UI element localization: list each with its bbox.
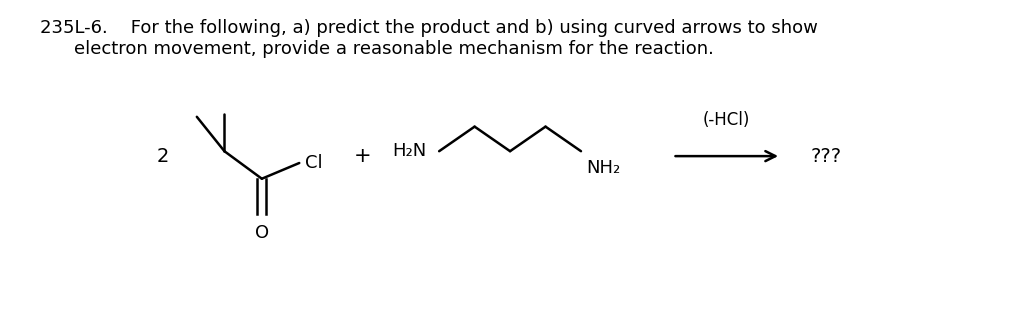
Text: Cl: Cl — [306, 154, 323, 172]
Text: NH₂: NH₂ — [586, 159, 620, 177]
Text: (-HCl): (-HCl) — [703, 111, 750, 128]
Text: 2: 2 — [156, 147, 169, 166]
Text: electron movement, provide a reasonable mechanism for the reaction.: electron movement, provide a reasonable … — [74, 40, 713, 58]
Text: +: + — [354, 146, 371, 166]
Text: 235L-6.    For the following, a) predict the product and b) using curved arrows : 235L-6. For the following, a) predict th… — [40, 19, 818, 37]
Text: O: O — [255, 224, 269, 242]
Text: ???: ??? — [811, 147, 842, 166]
Text: H₂N: H₂N — [392, 142, 426, 160]
